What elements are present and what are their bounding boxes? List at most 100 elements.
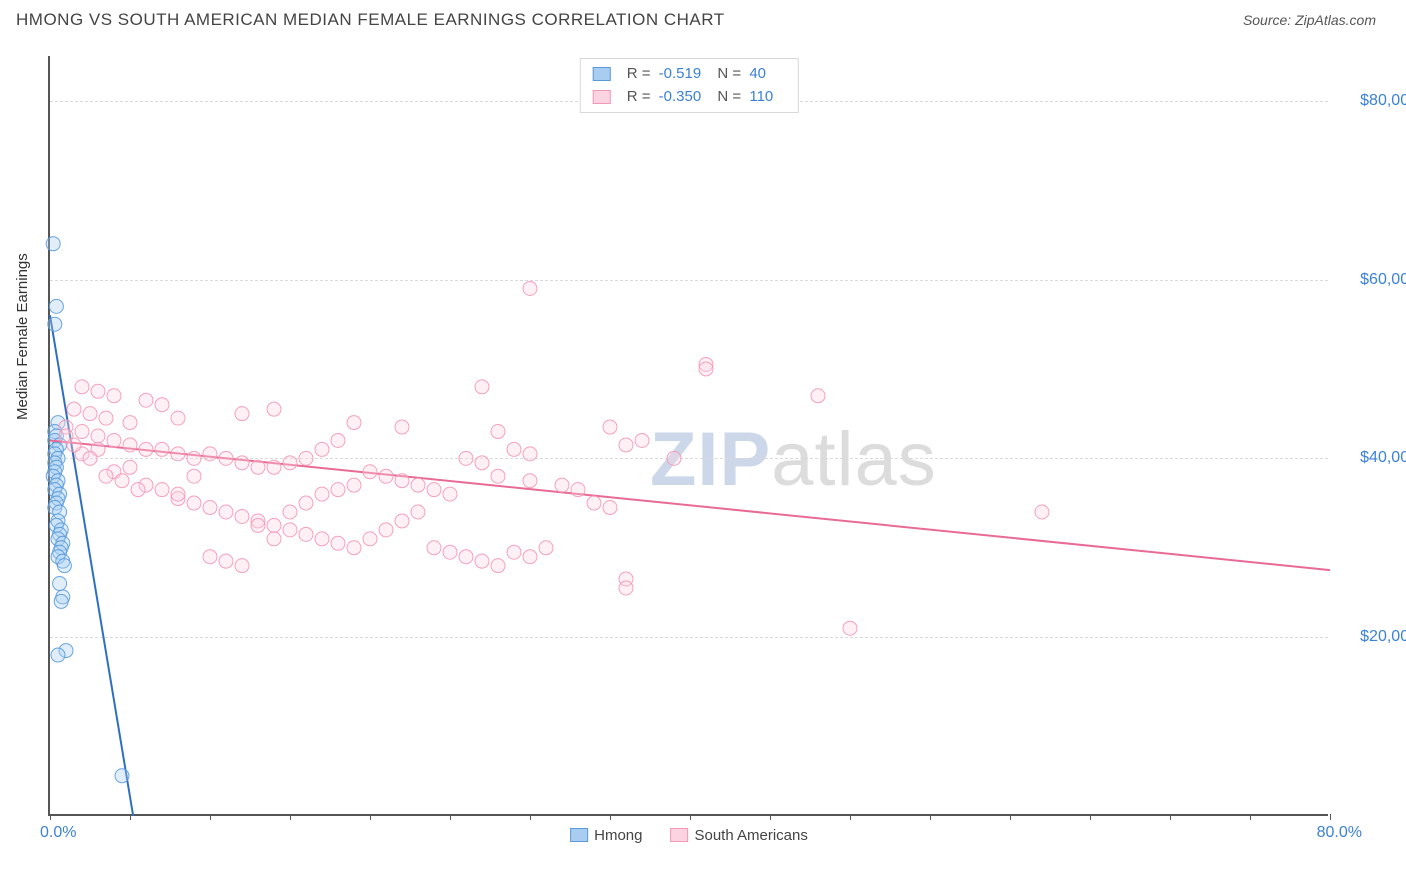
data-point — [443, 545, 457, 559]
data-point — [187, 451, 201, 465]
data-point — [67, 438, 81, 452]
data-point — [99, 469, 113, 483]
x-tick — [530, 814, 531, 820]
legend-swatch — [593, 90, 611, 104]
series-legend: Hmong South Americans — [570, 827, 808, 844]
data-point — [139, 393, 153, 407]
x-axis-min-label: 0.0% — [40, 824, 76, 842]
legend-swatch — [570, 828, 588, 842]
data-point — [131, 483, 145, 497]
data-point — [219, 554, 233, 568]
data-point — [523, 281, 537, 295]
correlation-legend: R = -0.519 N = 40R = -0.350 N = 110 — [580, 58, 799, 113]
data-point — [75, 425, 89, 439]
data-point — [46, 237, 60, 251]
x-tick — [1170, 814, 1171, 820]
chart-plot-area: ZIPatlas $20,000$40,000$60,000$80,000 R … — [48, 56, 1328, 816]
x-tick — [610, 814, 611, 820]
legend-item: South Americans — [670, 827, 807, 844]
data-point — [363, 532, 377, 546]
data-point — [49, 299, 63, 313]
data-point — [411, 505, 425, 519]
data-point — [475, 456, 489, 470]
data-point — [587, 496, 601, 510]
data-point — [299, 451, 313, 465]
data-point — [75, 380, 89, 394]
data-point — [123, 416, 137, 430]
data-point — [57, 559, 71, 573]
data-point — [115, 769, 129, 783]
y-tick-label: $60,000 — [1338, 271, 1406, 289]
data-point — [171, 447, 185, 461]
data-point — [155, 483, 169, 497]
data-point — [315, 442, 329, 456]
x-tick — [1010, 814, 1011, 820]
data-point — [251, 518, 265, 532]
x-tick — [450, 814, 451, 820]
legend-swatch — [593, 67, 611, 81]
data-point — [523, 474, 537, 488]
data-point — [475, 554, 489, 568]
data-point — [315, 532, 329, 546]
data-point — [603, 420, 617, 434]
x-tick — [1250, 814, 1251, 820]
data-point — [459, 550, 473, 564]
data-point — [51, 648, 65, 662]
data-point — [699, 362, 713, 376]
data-point — [331, 536, 345, 550]
data-point — [99, 411, 113, 425]
data-point — [395, 420, 409, 434]
data-point — [203, 550, 217, 564]
data-point — [347, 416, 361, 430]
data-point — [523, 447, 537, 461]
data-point — [363, 465, 377, 479]
data-point — [107, 389, 121, 403]
data-point — [171, 411, 185, 425]
legend-row: R = -0.519 N = 40 — [593, 63, 786, 86]
data-point — [843, 621, 857, 635]
data-point — [315, 487, 329, 501]
data-point — [48, 317, 62, 331]
data-point — [187, 496, 201, 510]
data-point — [571, 483, 585, 497]
data-point — [123, 460, 137, 474]
data-point — [203, 501, 217, 515]
data-point — [475, 380, 489, 394]
x-axis-max-label: 80.0% — [1317, 824, 1362, 842]
data-point — [187, 469, 201, 483]
data-point — [251, 460, 265, 474]
data-point — [53, 577, 67, 591]
data-point — [267, 518, 281, 532]
y-tick-label: $80,000 — [1338, 92, 1406, 110]
data-point — [235, 509, 249, 523]
x-tick — [1090, 814, 1091, 820]
x-tick — [290, 814, 291, 820]
data-point — [54, 594, 68, 608]
data-point — [83, 407, 97, 421]
data-point — [619, 581, 633, 595]
source-attribution: Source: ZipAtlas.com — [1243, 12, 1376, 28]
data-point — [155, 442, 169, 456]
y-tick-label: $40,000 — [1338, 449, 1406, 467]
data-point — [395, 514, 409, 528]
data-point — [619, 438, 633, 452]
x-tick — [370, 814, 371, 820]
data-point — [107, 433, 121, 447]
data-point — [283, 456, 297, 470]
data-point — [219, 505, 233, 519]
data-point — [267, 460, 281, 474]
x-tick — [50, 814, 51, 820]
data-point — [427, 541, 441, 555]
data-point — [331, 433, 345, 447]
data-point — [667, 451, 681, 465]
data-point — [123, 438, 137, 452]
data-point — [491, 469, 505, 483]
data-point — [299, 496, 313, 510]
data-point — [555, 478, 569, 492]
data-point — [347, 541, 361, 555]
data-point — [115, 474, 129, 488]
data-point — [347, 478, 361, 492]
data-point — [379, 469, 393, 483]
legend-item: Hmong — [570, 827, 642, 844]
data-point — [267, 402, 281, 416]
